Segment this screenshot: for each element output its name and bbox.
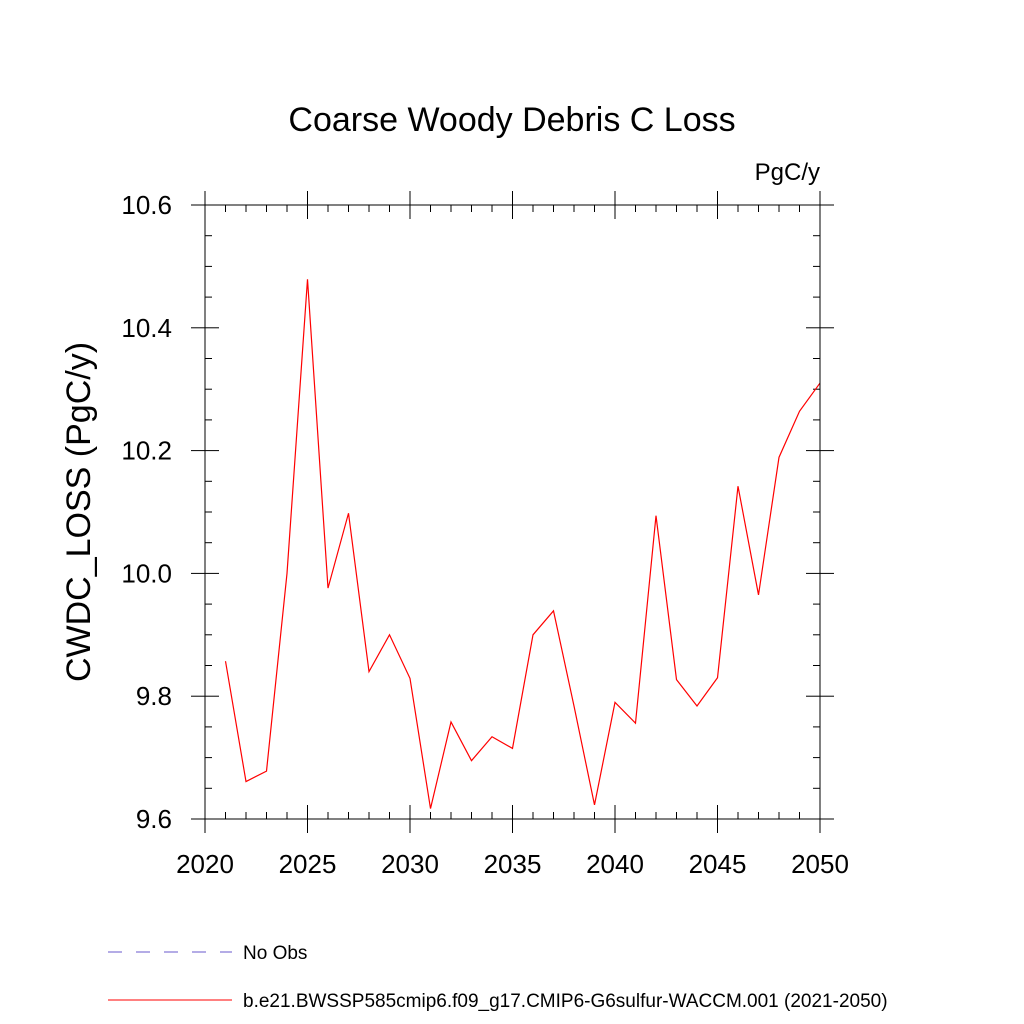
legend-label: b.e21.BWSSP585cmip6.f09_g17.CMIP6-G6sulf… [243, 991, 888, 1012]
x-tick-label: 2030 [381, 849, 439, 879]
y-tick-label: 9.6 [136, 804, 172, 834]
y-tick-label: 10.0 [121, 558, 172, 588]
x-tick-label: 2050 [791, 849, 849, 879]
plot-frame [204, 204, 821, 820]
axis-ticks: 2020 2025 2030 2035 2040 2045 2050 9.6 9.8 10.0 10… [121, 190, 849, 879]
legend-label: No Obs [243, 943, 307, 964]
series-line [224, 279, 821, 809]
x-tick-label: 2040 [586, 849, 644, 879]
chart-title: Coarse Woody Debris C Loss [288, 101, 735, 139]
y-axis-title: CWDC_LOSS (PgC/y) [60, 342, 98, 682]
units-label: PgC/y [755, 159, 820, 186]
y-tick-label: 10.2 [121, 436, 172, 466]
x-tick-label: 2045 [689, 849, 747, 879]
y-tick-label: 9.8 [136, 681, 172, 711]
y-tick-label: 10.6 [121, 190, 172, 220]
x-tick-label: 2025 [279, 849, 337, 879]
series-layer [224, 279, 821, 809]
x-tick-label: 2035 [484, 849, 542, 879]
x-tick-label: 2020 [176, 849, 234, 879]
y-tick-label: 10.4 [121, 313, 172, 343]
legend: No Obs b.e21.BWSSP585cmip6.f09_g17.CMIP6-… [108, 943, 888, 1012]
